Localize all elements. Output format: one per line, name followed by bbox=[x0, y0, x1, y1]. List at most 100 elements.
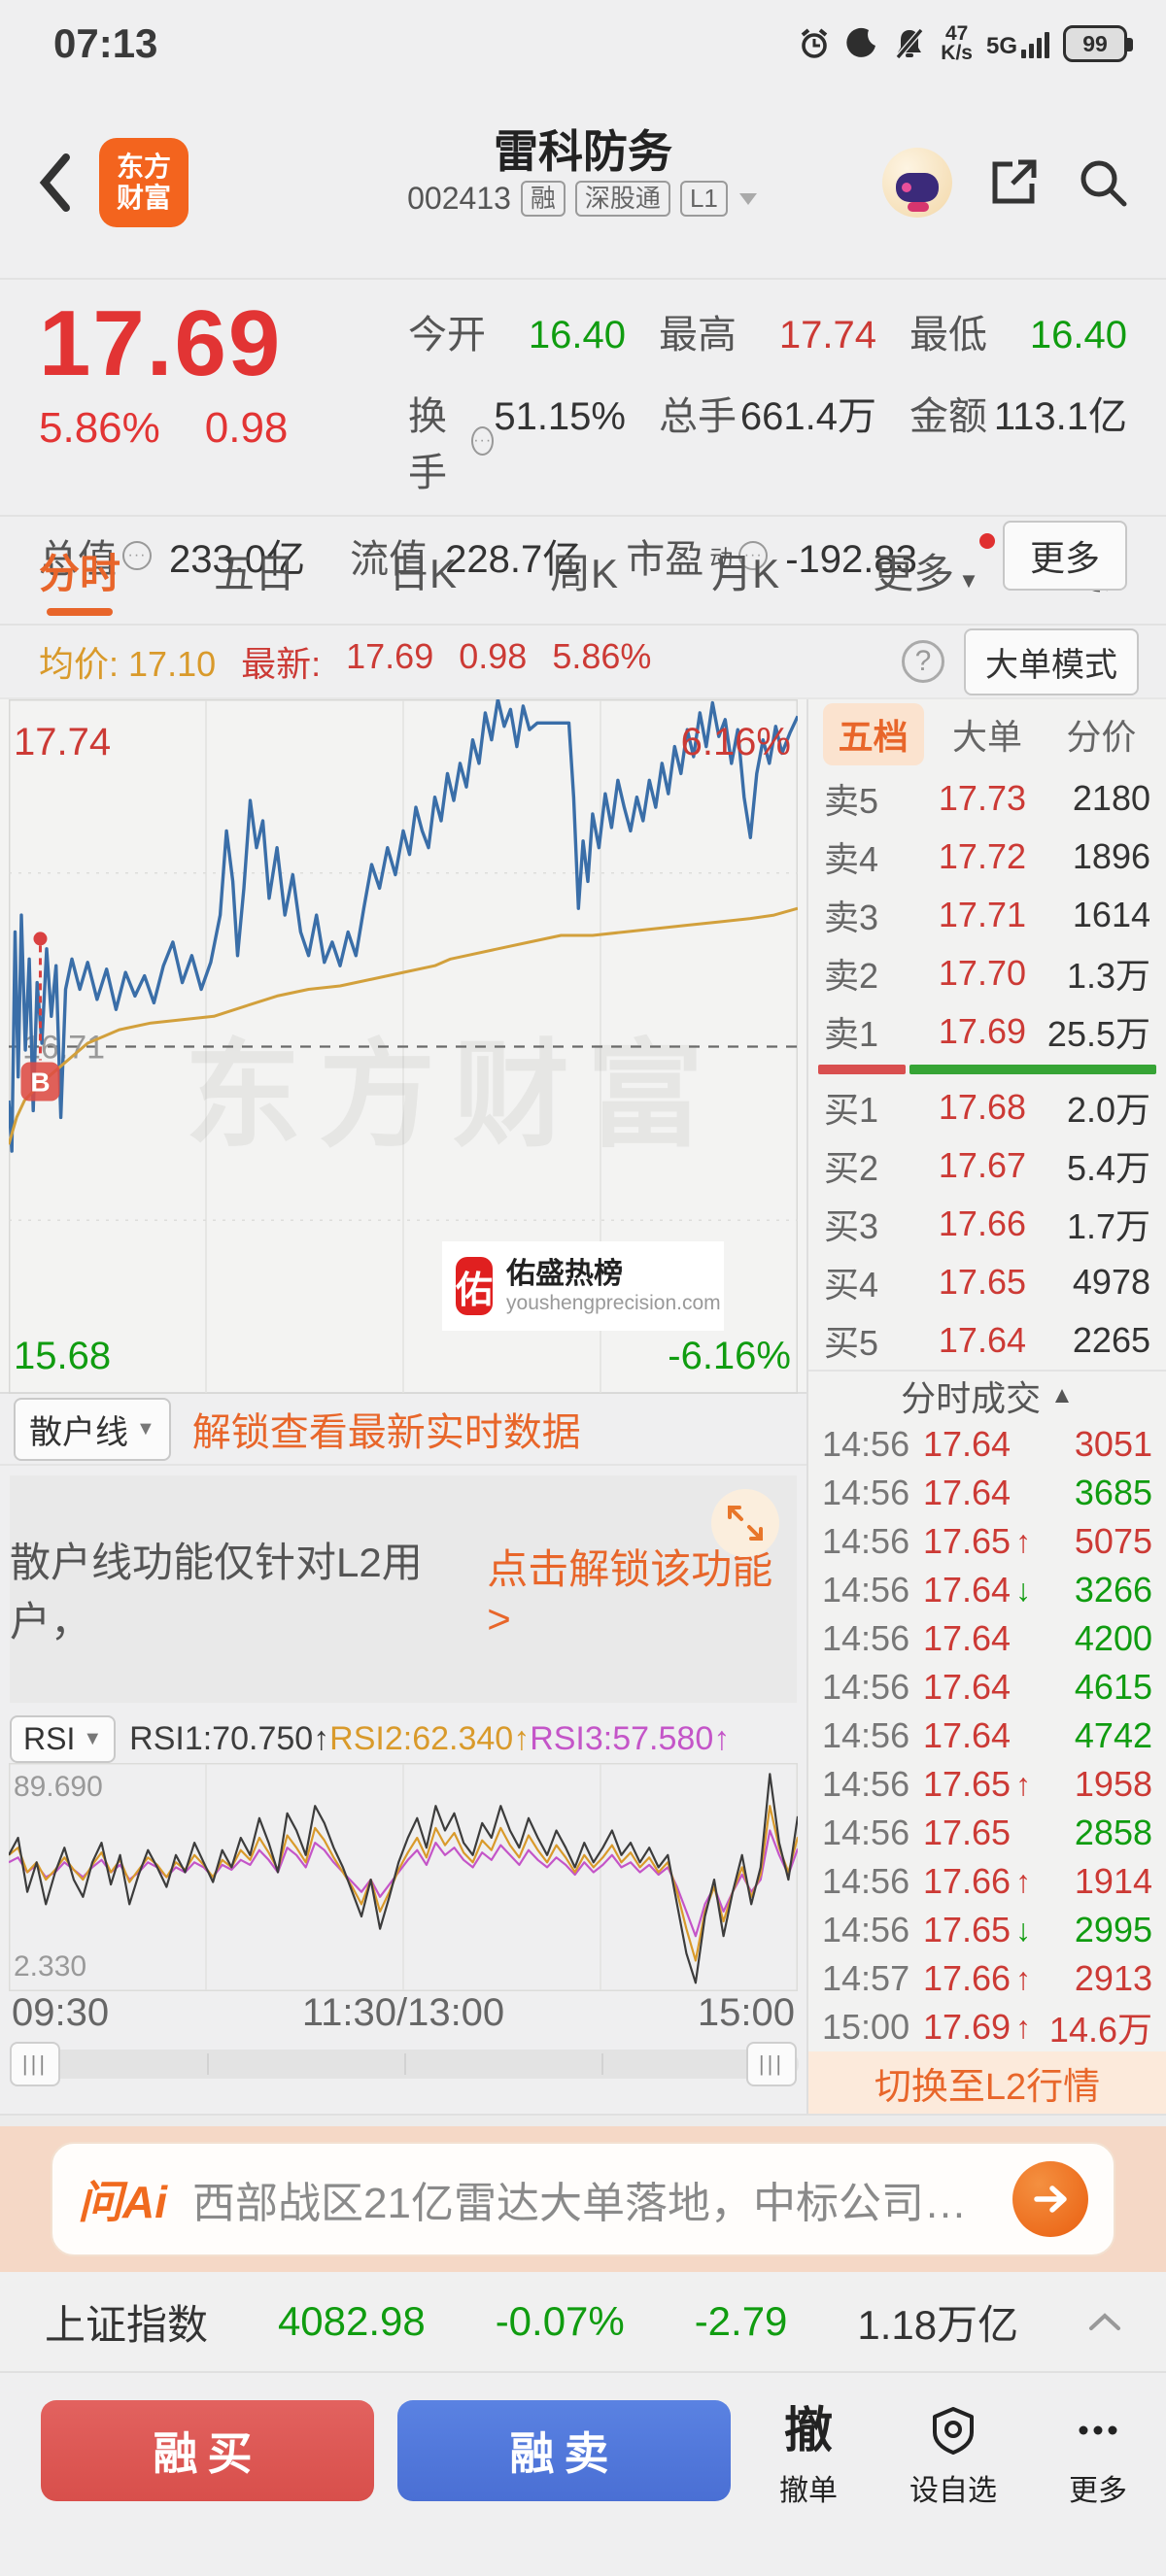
ai-assistant-avatar[interactable] bbox=[882, 148, 952, 218]
order-book-tabs: 五档 大单 分价 bbox=[808, 699, 1166, 769]
tab-日K[interactable]: 日K bbox=[389, 550, 458, 596]
expand-icon[interactable] bbox=[711, 1489, 779, 1557]
chart-high-label: 17.74 bbox=[14, 721, 112, 763]
scrollbar-handle-right[interactable]: ||| bbox=[746, 2042, 797, 2086]
trade-row[interactable]: 14:57 17.66 ↑ 2913 bbox=[822, 1958, 1152, 1998]
quote-stat: 换手 ··· 51.15% bbox=[408, 385, 659, 497]
stat-label: 金额 bbox=[909, 395, 987, 438]
ask-ai-question: 西部战区21亿雷达大单落地，中标公司… bbox=[192, 2180, 967, 2227]
trade-row[interactable]: 14:56 17.65 ↑ 5075 bbox=[822, 1521, 1152, 1561]
tab-周K[interactable]: 周K bbox=[550, 550, 619, 596]
trade-row[interactable]: 15:00 17.69 ↑ 14.6万 bbox=[822, 2007, 1152, 2050]
indicator-selector[interactable]: RSI ▼ bbox=[10, 1714, 117, 1763]
connect-badge: 深股通 bbox=[574, 181, 670, 217]
order-book-row[interactable]: 买3 17.66 1.7万 bbox=[824, 1203, 1150, 1246]
target-icon bbox=[929, 2402, 977, 2458]
stat-value: 51.15% bbox=[494, 395, 626, 438]
trade-row[interactable]: 14:56 17.64 4742 bbox=[822, 1715, 1152, 1755]
order-book-row[interactable]: 买5 17.64 2265 bbox=[824, 1320, 1150, 1363]
rsi-chart[interactable]: 89.690 2.330 bbox=[0, 1763, 806, 1991]
trade-row[interactable]: 14:56 17.64 4200 bbox=[822, 1618, 1152, 1658]
retail-line-selector[interactable]: 散户线 ▼ bbox=[14, 1397, 171, 1461]
tab-更多[interactable]: 更多 ▼ bbox=[873, 527, 995, 614]
clock-time: 07:13 bbox=[53, 20, 158, 66]
l2-unlock-link[interactable]: 点击解锁该功能 > bbox=[487, 1545, 773, 1642]
big-order-mode-button[interactable]: 大单模式 bbox=[964, 627, 1139, 695]
trade-row[interactable]: 14:56 17.65 ↑ 1958 bbox=[822, 1764, 1152, 1804]
ask-ai-card[interactable]: 问Ai 西部战区21亿雷达大单落地，中标公司… bbox=[51, 2142, 1115, 2256]
trade-row[interactable]: 14:56 17.65 ↓ 2995 bbox=[822, 1910, 1152, 1949]
signal-icon: 5G bbox=[986, 29, 1049, 58]
chart-zoom-scrollbar[interactable]: ||| ||| bbox=[0, 2034, 806, 2095]
quote-stat: 最高 17.74 bbox=[659, 303, 909, 359]
rsi-value: RSI2:62.340↑ bbox=[329, 1719, 531, 1757]
arrow-right-icon[interactable] bbox=[1012, 2161, 1088, 2237]
collapse-icon: ▲ bbox=[1050, 1382, 1074, 1408]
avg-price: 均价: 17.10 bbox=[39, 644, 217, 684]
more-stats-button[interactable]: 更多 bbox=[1002, 521, 1127, 591]
stat-label: 市盈动 ··· bbox=[626, 527, 769, 584]
order-book-row[interactable]: 买1 17.68 2.0万 bbox=[824, 1087, 1150, 1130]
trade-row[interactable]: 14:56 17.64 4615 bbox=[822, 1667, 1152, 1707]
quote-stat: 总值 ··· 233.0亿 bbox=[39, 527, 350, 584]
order-tab-五档[interactable]: 五档 bbox=[822, 703, 924, 765]
quote-summary: 17.69 5.86% 0.98 今开 16.40 最高 17.74 最低 16.40 换手 ·… bbox=[0, 280, 1166, 591]
ad-logo: 佑 bbox=[456, 1257, 494, 1315]
retail-line-bar: 散户线 ▼ 解锁查看最新实时数据 bbox=[0, 1394, 806, 1466]
order-book-row[interactable]: 卖3 17.71 1614 bbox=[824, 895, 1150, 937]
trade-row[interactable]: 14:56 17.64 3051 bbox=[822, 1424, 1152, 1464]
trade-row[interactable]: 14:56 17.64 ↓ 3266 bbox=[822, 1570, 1152, 1610]
status-bar: 07:13 47 K/s 5G 99 bbox=[0, 0, 1166, 87]
margin-sell-button[interactable]: 融卖 bbox=[397, 2400, 731, 2501]
svg-text:B: B bbox=[30, 1068, 50, 1098]
margin-badge: 融 bbox=[520, 181, 566, 217]
scrollbar-handle-left[interactable]: ||| bbox=[10, 2042, 60, 2086]
switch-l2-button[interactable]: 切换至L2行情 bbox=[808, 2051, 1166, 2114]
trade-row[interactable]: 14:56 17.65 2858 bbox=[822, 1813, 1152, 1852]
chevron-up-icon[interactable] bbox=[1088, 2312, 1121, 2331]
order-tab-分价[interactable]: 分价 bbox=[1066, 717, 1137, 757]
toolbar-更多[interactable]: 更多 bbox=[1069, 2402, 1127, 2509]
stock-name: 雷科防务 bbox=[494, 126, 672, 177]
chevron-down-icon[interactable] bbox=[737, 191, 759, 207]
tab-分时[interactable]: 分时 bbox=[39, 527, 120, 616]
l2-lock-text: 散户线功能仅针对L2用户， bbox=[10, 1540, 423, 1644]
stat-value: 113.1亿 bbox=[993, 395, 1127, 438]
order-book-row[interactable]: 卖2 17.70 1.3万 bbox=[824, 953, 1150, 996]
title-bar: 东方 财富 雷科防务 002413 融 深股通 L1 bbox=[0, 87, 1166, 280]
tab-月K[interactable]: 月K bbox=[711, 550, 780, 596]
stat-value: -192.83 bbox=[785, 538, 917, 581]
scrollbar-track[interactable] bbox=[10, 2050, 799, 2079]
watermark: 东方财富 bbox=[185, 1031, 721, 1161]
stat-label: 今开 bbox=[408, 314, 486, 356]
margin-buy-button[interactable]: 融买 bbox=[41, 2400, 374, 2501]
tab-五日[interactable]: 五日 bbox=[214, 550, 296, 596]
order-book-row[interactable]: 卖5 17.73 2180 bbox=[824, 778, 1150, 821]
order-tab-大单[interactable]: 大单 bbox=[951, 717, 1022, 757]
stock-code-row: 002413 融 深股通 L1 bbox=[0, 181, 1166, 217]
intraday-chart[interactable]: 东方财富 16.71 B 17.74 6.16% 15.68 -6.16% 佑 佑… bbox=[0, 699, 806, 1394]
caret-icon: ▼ bbox=[958, 567, 979, 593]
index-bar[interactable]: 上证指数 4082.98 -0.07% -2.79 1.18万亿 bbox=[0, 2272, 1166, 2373]
order-book-row[interactable]: 卖4 17.72 1896 bbox=[824, 836, 1150, 879]
last-price: 17.69 bbox=[39, 291, 283, 395]
help-icon[interactable]: ? bbox=[902, 640, 944, 683]
stat-value: 16.40 bbox=[528, 314, 626, 356]
trades-header[interactable]: 分时成交 ▲ bbox=[808, 1370, 1166, 1420]
toolbar-撤单[interactable]: 撤撤单 bbox=[779, 2402, 838, 2508]
share-icon[interactable] bbox=[985, 154, 1042, 211]
bottom-toolbar: 融买 融卖 撤撤单 设自选 更多 bbox=[0, 2373, 1166, 2575]
quote-stat: 市盈动 ··· -192.83 bbox=[626, 527, 962, 584]
trade-row[interactable]: 14:56 17.64 3685 bbox=[822, 1473, 1152, 1512]
quote-stat: 今开 16.40 bbox=[408, 303, 659, 359]
back-icon[interactable] bbox=[35, 152, 74, 214]
rsi-max-label: 89.690 bbox=[14, 1771, 103, 1803]
search-icon[interactable] bbox=[1075, 154, 1131, 211]
toolbar-设自选[interactable]: 设自选 bbox=[909, 2402, 997, 2509]
unlock-link[interactable]: 解锁查看最新实时数据 bbox=[191, 1411, 581, 1454]
order-book-row[interactable]: 买2 17.67 5.4万 bbox=[824, 1145, 1150, 1188]
trade-row[interactable]: 14:56 17.66 ↑ 1914 bbox=[822, 1861, 1152, 1901]
order-book-row[interactable]: 买4 17.65 4978 bbox=[824, 1262, 1150, 1305]
index-pct: -0.07% bbox=[495, 2298, 625, 2344]
order-book-row[interactable]: 卖1 17.69 25.5万 bbox=[824, 1011, 1150, 1054]
